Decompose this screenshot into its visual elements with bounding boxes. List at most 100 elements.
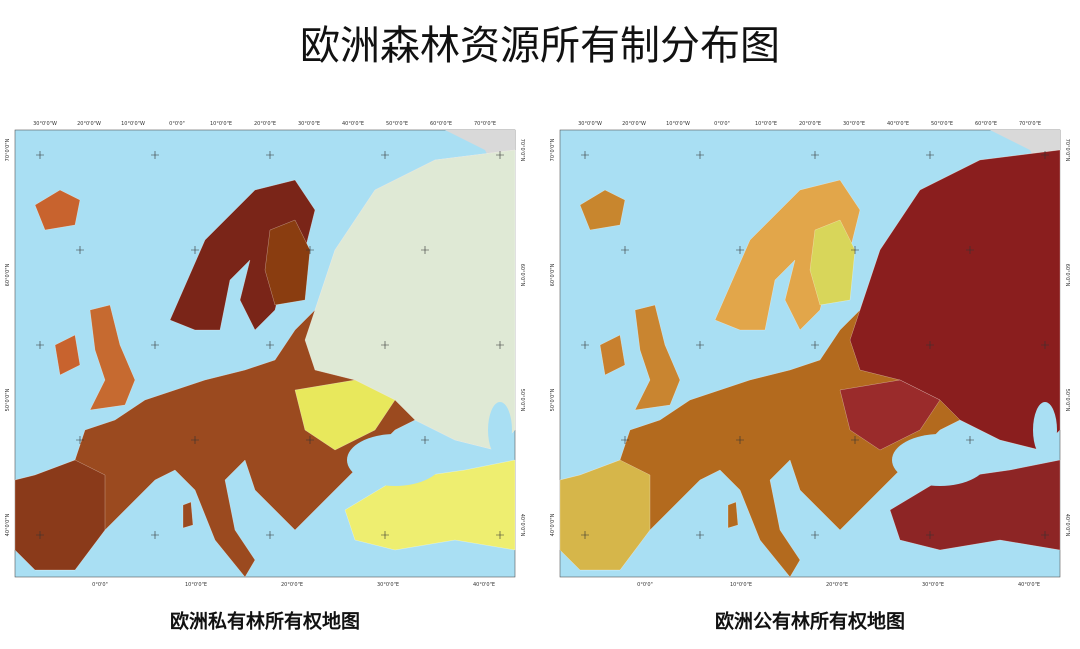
top-label: 60°0'0"E — [975, 121, 997, 127]
left-label: 50°0'0"N — [5, 388, 11, 411]
right-label: 60°0'0"N — [1064, 264, 1070, 287]
map-caption: 欧洲私有林所有权地图 — [170, 610, 360, 633]
region-ireland — [599, 334, 626, 376]
bottom-label: 40°0'0"E — [473, 582, 495, 588]
bottom-label: 0°0'0" — [92, 582, 108, 588]
bottom-label: 40°0'0"E — [1018, 582, 1040, 588]
graticule-cross — [581, 151, 589, 159]
bottom-label: 10°0'0"E — [730, 582, 752, 588]
graticule-cross — [811, 531, 819, 539]
graticule-cross — [191, 436, 199, 444]
graticule-cross — [151, 341, 159, 349]
graticule-cross — [496, 151, 504, 159]
left-label: 40°0'0"N — [5, 513, 11, 536]
region-finland — [809, 219, 856, 306]
graticule-cross — [266, 531, 274, 539]
graticule-cross — [1041, 531, 1049, 539]
right-label: 40°0'0"N — [1064, 514, 1070, 537]
graticule-cross — [926, 341, 934, 349]
right-label: 70°0'0"N — [1064, 139, 1070, 162]
page-title: 欧洲森林资源所有制分布图 — [300, 23, 780, 69]
graticule-cross — [381, 151, 389, 159]
top-label: 0°0'0" — [169, 121, 185, 127]
bottom-label: 0°0'0" — [637, 582, 653, 588]
bottom-label: 20°0'0"E — [281, 582, 303, 588]
right-label: 40°0'0"N — [519, 514, 525, 537]
graticule-cross — [736, 246, 744, 254]
graticule-cross — [811, 151, 819, 159]
right-label: 50°0'0"N — [519, 389, 525, 412]
graticule-cross — [1041, 151, 1049, 159]
graticule-cross — [696, 341, 704, 349]
black-sea — [347, 434, 443, 486]
graticule-cross — [306, 246, 314, 254]
graticule-cross — [76, 436, 84, 444]
out-of-range — [445, 130, 515, 210]
top-label: 20°0'0"W — [77, 121, 101, 127]
right-label: 60°0'0"N — [519, 264, 525, 287]
map-caption: 欧洲公有林所有权地图 — [715, 610, 905, 633]
top-label: 30°0'0"W — [33, 121, 57, 127]
graticule-cross — [966, 246, 974, 254]
graticule-cross — [266, 151, 274, 159]
right-label: 50°0'0"N — [1064, 389, 1070, 412]
graticule-cross — [1041, 341, 1049, 349]
graticule-cross — [191, 246, 199, 254]
graticule-cross — [496, 531, 504, 539]
region-britain — [89, 304, 136, 411]
graticule-cross — [421, 246, 429, 254]
graticule-cross — [36, 151, 44, 159]
graticule-cross — [926, 151, 934, 159]
caspian-sea — [1033, 402, 1057, 458]
graticule-cross — [926, 531, 934, 539]
region-ukraine — [294, 379, 396, 451]
region-russia — [304, 149, 516, 451]
graticule-cross — [421, 436, 429, 444]
region-iberia — [559, 459, 651, 571]
graticule-cross — [621, 436, 629, 444]
graticule-cross — [36, 341, 44, 349]
graticule-cross — [966, 436, 974, 444]
top-label: 20°0'0"E — [254, 121, 276, 127]
top-label: 20°0'0"E — [799, 121, 821, 127]
graticule-cross — [851, 246, 859, 254]
graticule-cross — [621, 246, 629, 254]
top-label: 30°0'0"W — [578, 121, 602, 127]
left-label: 70°0'0"N — [5, 138, 11, 161]
black-sea — [892, 434, 988, 486]
region-sardinia — [727, 501, 739, 529]
graticule-cross — [581, 341, 589, 349]
top-label: 30°0'0"E — [843, 121, 865, 127]
region-sardinia — [182, 501, 194, 529]
graticule-cross — [381, 531, 389, 539]
graticule-cross — [76, 246, 84, 254]
left-label: 60°0'0"N — [5, 263, 11, 286]
bottom-label: 10°0'0"E — [185, 582, 207, 588]
left-label: 40°0'0"N — [550, 513, 556, 536]
bottom-label: 20°0'0"E — [826, 582, 848, 588]
region-iberia — [14, 459, 106, 571]
graticule-cross — [151, 531, 159, 539]
top-label: 70°0'0"E — [1019, 121, 1041, 127]
bottom-label: 30°0'0"E — [377, 582, 399, 588]
graticule-cross — [381, 341, 389, 349]
left-label: 70°0'0"N — [550, 138, 556, 161]
graticule-cross — [266, 341, 274, 349]
top-label: 0°0'0" — [714, 121, 730, 127]
graticule-cross — [496, 341, 504, 349]
top-label: 10°0'0"E — [210, 121, 232, 127]
out-of-range — [990, 130, 1060, 210]
graticule-cross — [36, 531, 44, 539]
top-label: 50°0'0"E — [931, 121, 953, 127]
top-label: 60°0'0"E — [430, 121, 452, 127]
graticule-cross — [696, 531, 704, 539]
map: 30°0'0"W 20°0'0"W 10°0'0"W 0°0'0" 10°0'0"E 20… — [550, 121, 1070, 588]
right-label: 70°0'0"N — [519, 139, 525, 162]
graticule-cross — [306, 436, 314, 444]
top-label: 10°0'0"E — [755, 121, 777, 127]
map: 30°0'0"W 20°0'0"W 10°0'0"W 0°0'0" 10°0'0"E 20… — [5, 121, 525, 588]
top-label: 10°0'0"W — [121, 121, 145, 127]
graticule-cross — [151, 151, 159, 159]
left-label: 50°0'0"N — [550, 388, 556, 411]
